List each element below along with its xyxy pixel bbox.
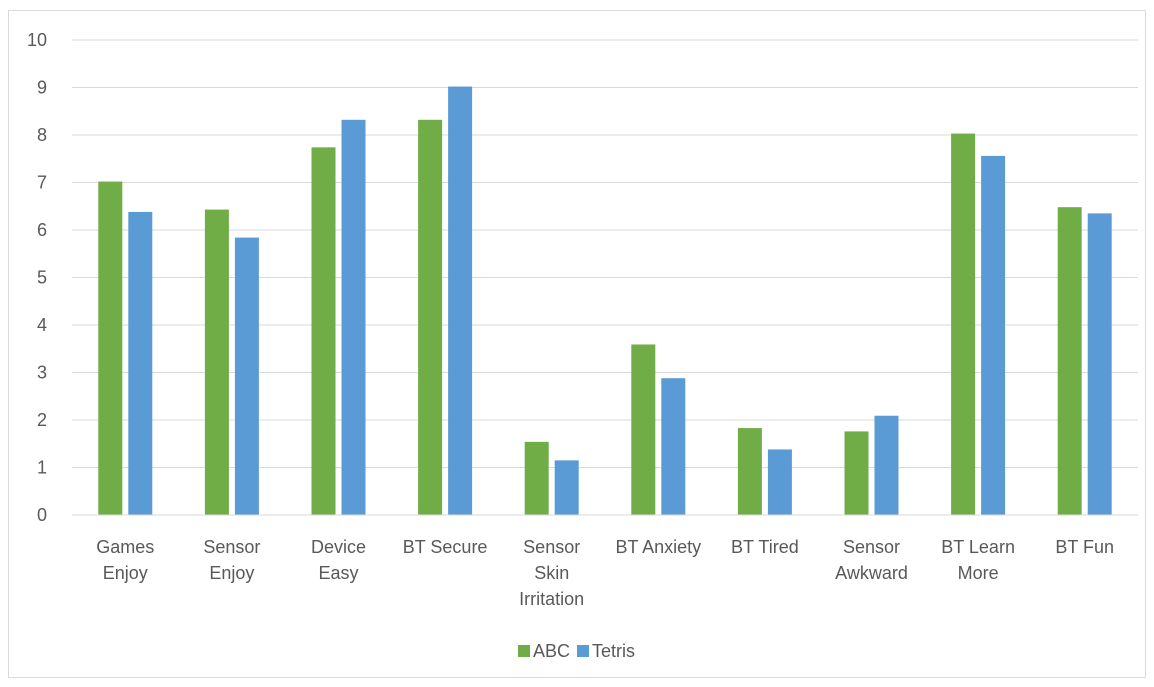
legend-label-abc: ABC — [533, 641, 570, 661]
x-category-label-line: BT Anxiety — [615, 537, 701, 557]
x-category-label-line: Device — [311, 537, 366, 557]
x-category-label-line: BT Fun — [1055, 537, 1114, 557]
bar-tetris-2 — [341, 119, 366, 516]
x-category-label-line: Skin — [534, 563, 569, 583]
bar-tetris-5 — [661, 378, 686, 515]
bar-tetris-4 — [554, 460, 579, 515]
x-category-label-line: More — [958, 563, 999, 583]
x-category-label: BT Anxiety — [615, 537, 701, 557]
x-category-label: BT Tired — [731, 537, 799, 557]
x-category-label: Sensor Awkward — [835, 537, 908, 583]
bar-abc-1 — [204, 209, 229, 515]
x-category-label: Sensor Enjoy — [203, 537, 260, 583]
bar-tetris-6 — [767, 449, 792, 515]
x-category-label-line: Enjoy — [103, 563, 148, 583]
x-axis-category-labels: Games Enjoy Sensor Enjoy Device Easy BT Secure… — [96, 537, 1114, 609]
y-tick-label: 6 — [37, 220, 47, 240]
bar-abc-9 — [1057, 207, 1082, 515]
bar-tetris-7 — [874, 415, 899, 515]
x-category-label-line: BT Secure — [403, 537, 488, 557]
x-category-label: BT Learn More — [941, 537, 1015, 583]
y-tick-label: 7 — [37, 173, 47, 193]
y-tick-label: 9 — [37, 78, 47, 98]
bar-tetris-9 — [1087, 213, 1112, 515]
legend: ABC Tetris — [518, 641, 635, 661]
x-category-label-line: Sensor — [843, 537, 900, 557]
legend-swatch-abc — [518, 645, 530, 657]
legend-swatch-tetris — [577, 645, 589, 657]
bar-abc-6 — [737, 428, 762, 515]
y-tick-label: 8 — [37, 125, 47, 145]
bars — [98, 86, 1112, 516]
x-category-label-line: Sensor — [523, 537, 580, 557]
x-category-label-line: Easy — [318, 563, 358, 583]
bar-abc-2 — [311, 147, 336, 515]
y-tick-label: 5 — [37, 268, 47, 288]
x-category-label: BT Secure — [403, 537, 488, 557]
y-axis-tick-labels: 0 1 2 3 4 5 6 7 8 9 10 — [27, 30, 47, 525]
bar-abc-0 — [98, 181, 123, 516]
bar-tetris-0 — [128, 211, 153, 515]
y-tick-label: 4 — [37, 315, 47, 335]
x-category-label-line: Awkward — [835, 563, 908, 583]
bar-abc-3 — [418, 119, 443, 516]
y-tick-label: 0 — [37, 505, 47, 525]
x-category-label: Device Easy — [311, 537, 366, 583]
x-category-label-line: Sensor — [203, 537, 260, 557]
gridlines — [72, 39, 1138, 468]
y-tick-label: 1 — [37, 458, 47, 478]
bar-tetris-8 — [981, 155, 1006, 515]
bar-tetris-1 — [234, 237, 259, 515]
bar-abc-5 — [631, 344, 656, 515]
legend-label-tetris: Tetris — [592, 641, 635, 661]
x-category-label-line: Games — [96, 537, 154, 557]
x-category-label: Sensor Skin Irritation — [519, 537, 584, 609]
x-category-label-line: BT Tired — [731, 537, 799, 557]
bar-abc-4 — [524, 441, 549, 515]
y-tick-label: 3 — [37, 363, 47, 383]
x-category-label-line: Enjoy — [209, 563, 254, 583]
x-category-label: Games Enjoy — [96, 537, 154, 583]
bar-abc-7 — [844, 431, 869, 515]
bar-tetris-3 — [448, 86, 473, 516]
y-tick-label: 10 — [27, 30, 47, 50]
x-category-label: BT Fun — [1055, 537, 1114, 557]
x-category-label-line: Irritation — [519, 589, 584, 609]
y-tick-label: 2 — [37, 410, 47, 430]
x-category-label-line: BT Learn — [941, 537, 1015, 557]
bar-abc-8 — [951, 133, 976, 515]
